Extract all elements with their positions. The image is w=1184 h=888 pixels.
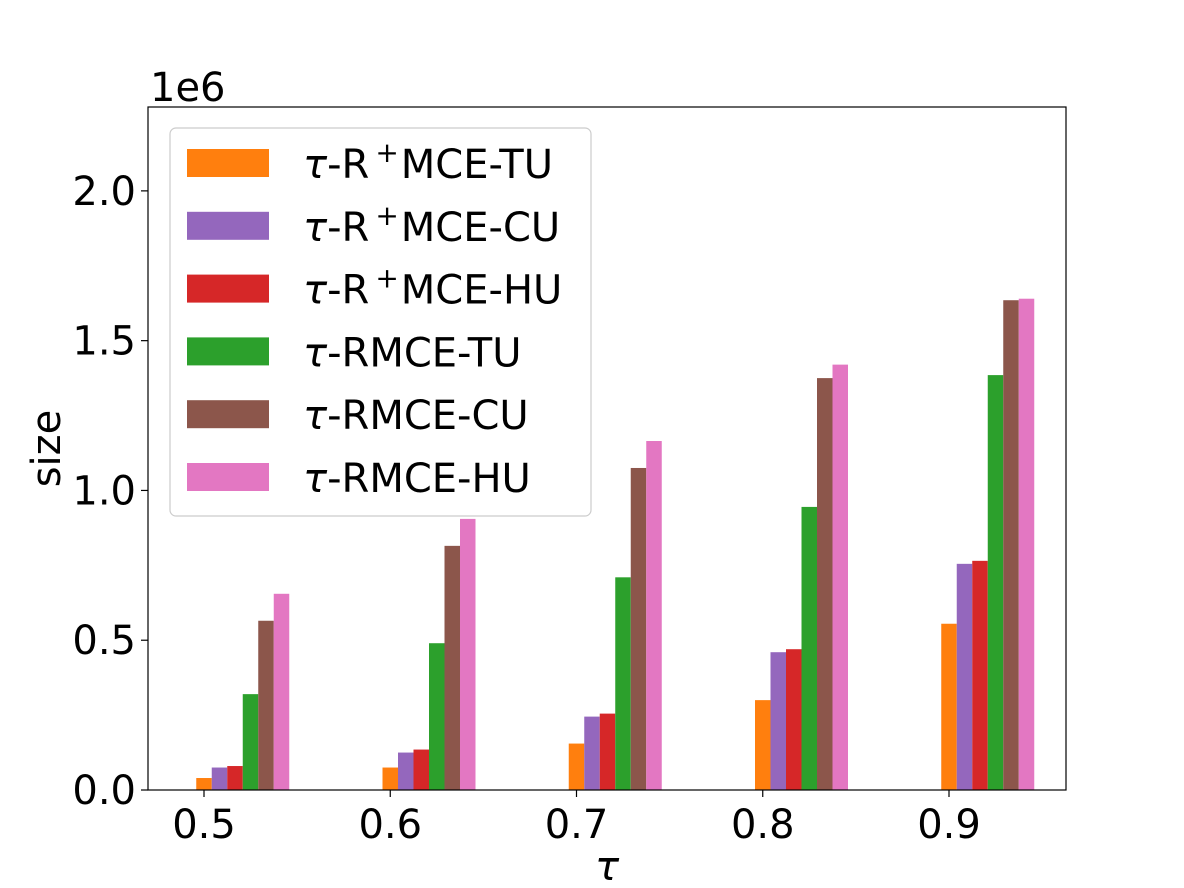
legend-swatch <box>187 337 269 366</box>
x-tick-label: 0.8 <box>731 802 795 848</box>
x-axis-label: τ <box>595 844 620 888</box>
y-axis-label: size <box>24 410 70 488</box>
bar-3-0.5 <box>227 766 243 790</box>
legend: τ-R +MCE-TU τ-R +MCE-CU τ-R +MCE-HU τ-RMCE-TU τ… <box>169 127 592 517</box>
legend-swatch <box>187 400 269 429</box>
bar-6-0.6 <box>460 518 476 790</box>
legend-label: τ-RMCE-CU <box>303 393 529 439</box>
bar-6-0.7 <box>646 441 662 790</box>
legend-label: τ-R +MCE-CU <box>303 199 560 251</box>
y-tick-label: 2.0 <box>72 169 136 215</box>
bar-5-0.7 <box>630 467 647 790</box>
legend-label: τ-R +MCE-TU <box>303 136 553 188</box>
y-tick-label: 0.0 <box>72 768 136 814</box>
legend-label: τ-RMCE-TU <box>303 330 522 376</box>
legend-label: τ-R +MCE-HU <box>303 262 562 314</box>
y-tick-label: 1.0 <box>72 468 136 514</box>
bar-1-0.5 <box>196 778 212 790</box>
legend-swatch <box>187 274 269 303</box>
bar-4-0.6 <box>429 643 445 790</box>
legend-swatch <box>187 211 269 240</box>
bar-3-0.9 <box>972 560 988 790</box>
bar-6-0.9 <box>1018 298 1035 790</box>
bar-1-0.6 <box>382 767 398 790</box>
legend-frame <box>169 127 592 517</box>
bar-3-0.7 <box>599 713 616 790</box>
bar-1-0.9 <box>941 623 957 790</box>
bar-4-0.8 <box>801 506 817 790</box>
bar-1-0.7 <box>568 743 585 790</box>
bar-1-0.8 <box>755 700 771 790</box>
x-tick-label: 0.9 <box>917 802 981 848</box>
legend-swatch <box>187 149 269 177</box>
x-tick-label: 0.7 <box>545 802 609 848</box>
y-tick-label: 1.5 <box>72 319 136 365</box>
legend-swatch <box>187 463 269 491</box>
bar-4-0.7 <box>615 577 631 790</box>
y-axis: 0.0 0.5 1.0 1.5 2.0 <box>72 169 148 814</box>
bar-2-0.8 <box>770 652 786 790</box>
bars <box>196 298 1035 790</box>
x-tick-label: 0.5 <box>172 802 236 848</box>
bar-6-0.8 <box>832 364 848 790</box>
bar-2-0.6 <box>398 752 414 790</box>
legend-label: τ-RMCE-HU <box>303 456 531 502</box>
bar-2-0.9 <box>956 563 973 790</box>
bar-5-0.9 <box>1003 300 1019 790</box>
y-tick-label: 0.5 <box>72 618 136 664</box>
bar-4-0.9 <box>987 375 1004 790</box>
plot-frame <box>147 106 1067 791</box>
bar-5-0.6 <box>444 545 460 790</box>
bar-6-0.5 <box>273 593 290 790</box>
y-offset-label: 1e6 <box>150 65 226 111</box>
x-axis: 0.5 0.6 0.7 0.8 0.9 <box>172 790 981 848</box>
bar-2-0.5 <box>211 767 228 790</box>
bar-5-0.5 <box>258 620 274 790</box>
bar-3-0.6 <box>413 749 429 790</box>
x-tick-label: 0.6 <box>358 802 422 848</box>
bar-2-0.7 <box>584 716 600 790</box>
bar-4-0.5 <box>242 694 259 790</box>
bar-5-0.8 <box>817 378 833 790</box>
bar-3-0.8 <box>786 649 802 790</box>
